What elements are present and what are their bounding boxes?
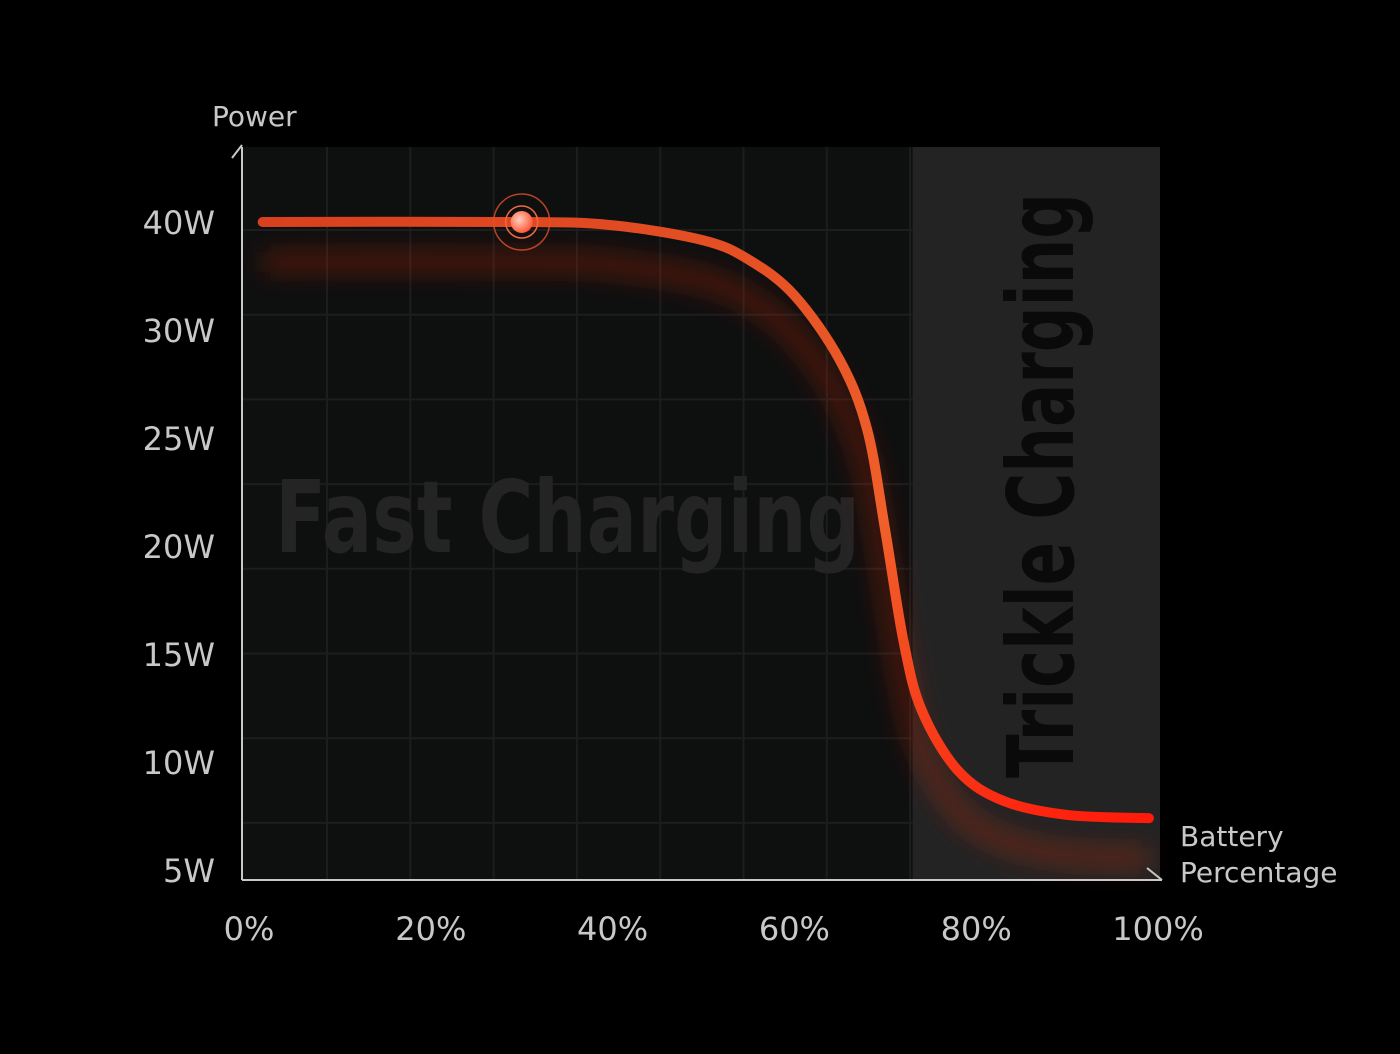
x-axis-label-line2: Percentage <box>1180 856 1338 889</box>
x-tick-label: 100% <box>1112 910 1203 948</box>
x-tick-label: 20% <box>395 910 466 948</box>
series-line <box>257 216 1154 824</box>
y-axis-label: Power <box>212 100 297 133</box>
x-tick-label: 40% <box>577 910 648 948</box>
y-axis-arrow-icon <box>231 144 243 159</box>
fast-charging-label: Fast Charging <box>275 459 860 576</box>
x-axis-arrow-icon <box>1146 867 1163 881</box>
y-tick-label: 40W <box>143 204 215 242</box>
x-tick-label: 60% <box>759 910 830 948</box>
x-tick-label: 0% <box>224 910 275 948</box>
y-tick-label: 10W <box>143 744 215 782</box>
x-tick-label: 80% <box>941 910 1012 948</box>
y-tick-label: 30W <box>143 312 215 350</box>
curve-glow <box>262 250 1150 870</box>
y-tick-label: 20W <box>143 528 215 566</box>
x-axis-label-line1: Battery <box>1180 820 1284 853</box>
trickle-charging-label: Trickle Charging <box>988 193 1095 778</box>
highlight-point <box>492 193 551 251</box>
axes <box>231 144 1163 881</box>
y-tick-label: 15W <box>143 636 215 674</box>
y-tick-label: 5W <box>163 852 215 890</box>
y-tick-label: 25W <box>143 420 215 458</box>
